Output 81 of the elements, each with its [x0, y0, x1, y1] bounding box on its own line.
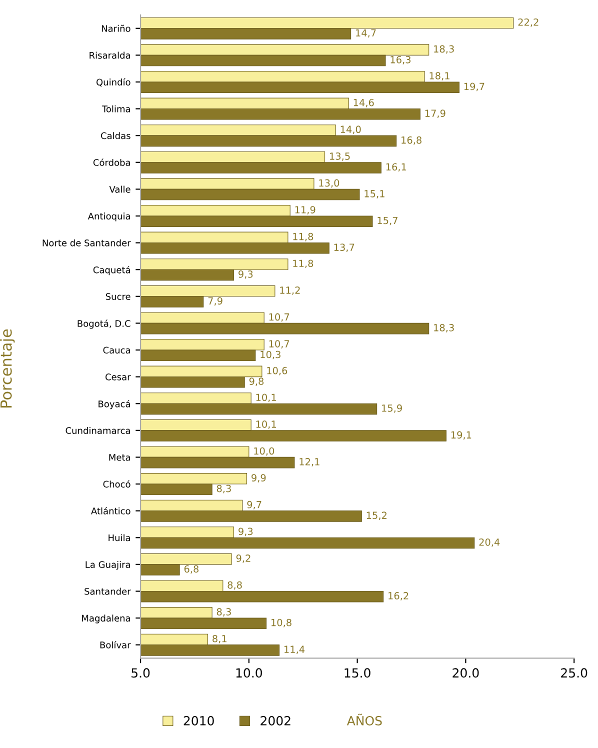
data-label: 13,5 — [330, 152, 350, 161]
legend-label: 2002 — [260, 716, 290, 726]
data-label: 20,4 — [479, 538, 500, 547]
data-label: 11,4 — [284, 646, 305, 654]
data-label: 9,9 — [252, 474, 266, 482]
y-tick-label: Cundinamarca — [66, 426, 130, 434]
y-tick-label: Santander — [84, 588, 131, 595]
data-label: 15,9 — [382, 404, 402, 413]
data-label: 8,1 — [212, 634, 226, 644]
data-label: 10,6 — [267, 366, 288, 376]
data-label: 22,2 — [518, 18, 538, 27]
data-label: 12,1 — [300, 458, 320, 466]
data-label: 9,8 — [249, 378, 264, 386]
y-tick-label: Meta — [109, 454, 130, 461]
data-label: 19,7 — [464, 82, 484, 92]
y-tick-label: Bogotá, D.C — [78, 320, 130, 329]
y-tick-label: Boyacá — [98, 400, 130, 410]
data-label: 18,3 — [434, 324, 454, 332]
data-label: 14,6 — [354, 98, 374, 108]
y-tick-label: Nariño — [102, 24, 130, 32]
data-label: 9,7 — [247, 500, 262, 510]
data-label: 10,0 — [254, 447, 274, 456]
data-label: 10,7 — [269, 340, 290, 348]
data-label: 16,2 — [388, 592, 408, 600]
y-tick-label: Valle — [109, 186, 130, 193]
data-label: 6,8 — [184, 565, 199, 574]
data-label: 10,7 — [269, 313, 290, 322]
y-tick-label: Caldas — [101, 132, 130, 140]
y-tick-label: Chocó — [103, 480, 130, 488]
data-label: 9,2 — [236, 554, 250, 563]
y-tick-label: La Guajira — [86, 561, 130, 570]
data-label: 18,1 — [430, 72, 450, 80]
data-label: 10,1 — [256, 420, 276, 429]
data-label: 11,9 — [295, 206, 316, 214]
data-label: 19,1 — [451, 431, 472, 440]
data-label: 11,2 — [280, 286, 300, 295]
y-tick-label: Cauca — [103, 346, 130, 354]
x-axis-title: AÑOS — [346, 714, 382, 726]
x-tick-label: 10.0 — [236, 668, 262, 678]
y-tick-label: Norte de Santander — [42, 239, 131, 246]
y-tick-label: Quindío — [96, 78, 130, 87]
data-label: 15,7 — [378, 216, 398, 226]
x-tick-label: 15.0 — [344, 668, 370, 678]
data-label: 9,3 — [238, 528, 253, 536]
y-tick-label: Córdoba — [93, 158, 130, 166]
x-tick-label: 25.0 — [561, 668, 588, 678]
data-label: 10,3 — [260, 350, 280, 360]
data-label: 16,1 — [386, 163, 406, 172]
data-label: 13,7 — [334, 244, 354, 252]
data-label: 8,3 — [216, 484, 231, 494]
data-label: 16,3 — [390, 56, 411, 64]
y-tick-label: Atlántico — [91, 507, 130, 514]
data-label: 11,8 — [293, 232, 314, 242]
x-tick-label: 20.0 — [452, 668, 479, 678]
data-label: 17,9 — [425, 110, 446, 118]
data-label: 10,8 — [271, 618, 292, 628]
y-tick-label: Huila — [108, 534, 130, 542]
data-label: 18,3 — [434, 45, 454, 54]
legend-label: 2010 — [184, 716, 214, 726]
data-label: 9,3 — [238, 270, 253, 279]
y-tick-label: Caquetá — [93, 266, 130, 276]
data-label: 15,1 — [364, 190, 384, 198]
y-tick-label: Antioquia — [88, 212, 130, 222]
data-label: 10,1 — [256, 394, 276, 402]
data-label: 15,2 — [366, 512, 386, 520]
data-label: 16,8 — [402, 136, 422, 145]
x-tick-label: 5.0 — [132, 668, 150, 678]
y-tick-label: Tolima — [102, 105, 130, 112]
y-tick-label: Sucre — [106, 293, 130, 300]
data-label: 14,7 — [356, 29, 376, 38]
y-tick-label: Cesar — [106, 374, 131, 380]
data-label: 13,0 — [319, 179, 340, 188]
y-axis-title: Porcentaje — [0, 329, 15, 408]
data-label: 14,0 — [340, 126, 361, 134]
data-label: 8,8 — [228, 581, 242, 590]
y-tick-label: Risaralda — [90, 52, 130, 59]
y-tick-label: Magdalena — [82, 614, 130, 624]
data-label: 7,9 — [208, 297, 222, 306]
data-label: 11,8 — [293, 260, 314, 268]
data-label: 8,3 — [216, 608, 231, 616]
y-tick-label: Bolívar — [100, 641, 131, 648]
